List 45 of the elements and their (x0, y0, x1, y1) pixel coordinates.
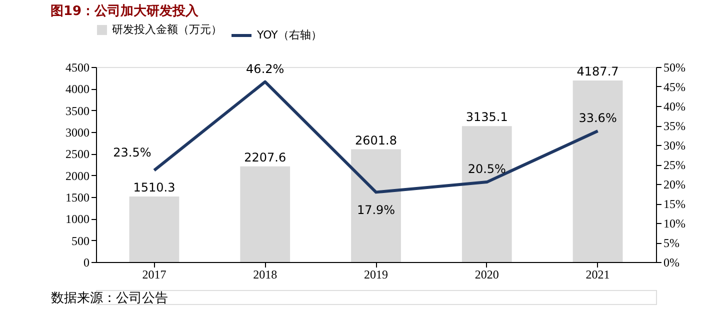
y2-tick-label: 20% (664, 178, 686, 192)
x-tick-label: 2019 (364, 268, 388, 282)
x-tick-label: 2021 (586, 268, 610, 282)
data-label: 3135.1 (466, 110, 508, 124)
y-tick-label: 4500 (66, 60, 90, 74)
data-label: 33.6% (578, 110, 617, 125)
y2-tick-label: 45% (664, 80, 686, 94)
y-tick-label: 0 (84, 256, 90, 270)
y2-tick-label: 10% (664, 216, 686, 230)
bar (462, 126, 512, 262)
y2-tick-label: 25% (664, 158, 686, 172)
bar (129, 196, 180, 262)
source-note: 数据来源：公司公告 (51, 291, 168, 306)
y2-tick-label: 35% (664, 119, 686, 133)
y-tick-label: 2500 (66, 147, 90, 162)
y-tick-label: 2000 (66, 168, 90, 183)
y-tick-label: 3500 (66, 104, 90, 118)
legend-label: 研发投入金额（万元） (112, 23, 222, 36)
bar (351, 149, 401, 262)
data-label: 2207.6 (244, 150, 286, 164)
legend-label: YOY（右轴） (256, 28, 322, 42)
data-label: 23.5% (113, 145, 152, 160)
chart-title: 图19：公司加大研发投入 (50, 3, 200, 19)
x-tick-label: 2018 (253, 268, 278, 282)
y2-tick-label: 0% (664, 256, 680, 270)
y2-tick-label: 15% (664, 197, 686, 211)
y-tick-label: 500 (72, 234, 90, 248)
y-tick-label: 1000 (66, 212, 90, 226)
bar (572, 80, 623, 262)
x-tick-label: 2020 (474, 268, 499, 282)
y2-tick-label: 5% (664, 236, 680, 250)
data-label: 17.9% (356, 203, 396, 218)
y2-tick-label: 40% (664, 100, 686, 114)
y2-tick-label: 30% (664, 138, 686, 152)
y-tick-label: 1500 (66, 190, 90, 204)
data-label: 4187.7 (576, 64, 619, 79)
data-label: 46.2% (246, 62, 284, 76)
y-tick-label: 4000 (66, 82, 90, 96)
y-tick-label: 3000 (66, 126, 90, 140)
data-label: 1510.3 (133, 180, 176, 195)
y2-tick-label: 50% (664, 60, 686, 74)
data-label: 20.5% (468, 162, 506, 176)
data-label: 2601.8 (355, 133, 397, 148)
x-tick-label: 2017 (142, 268, 166, 282)
bar (240, 166, 290, 262)
